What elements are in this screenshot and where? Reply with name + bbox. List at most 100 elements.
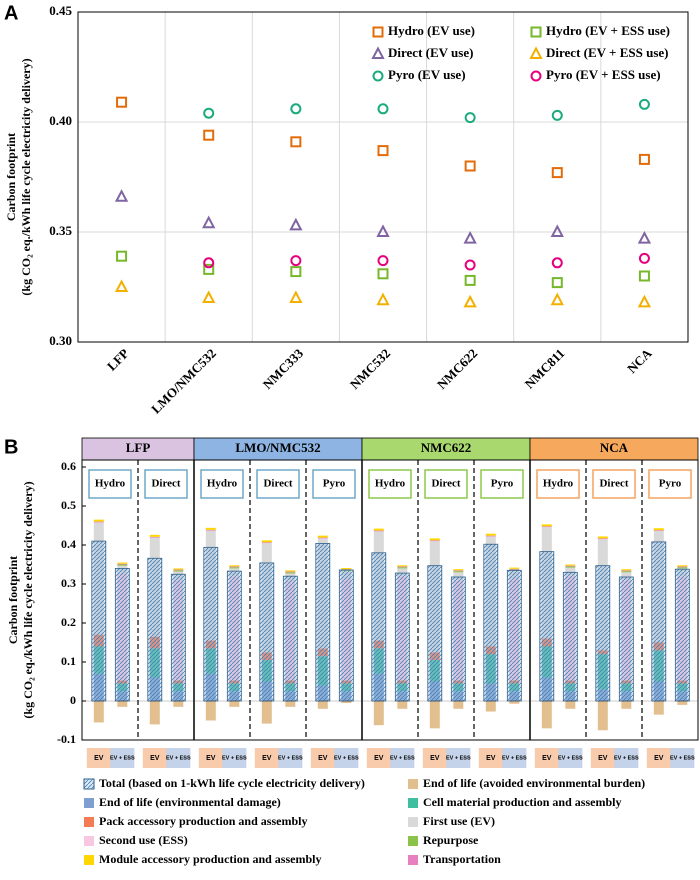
marker — [290, 103, 302, 115]
total-bar — [203, 546, 219, 702]
bar-segment — [453, 569, 464, 571]
y-axis-label: Carbon footprint — [6, 556, 20, 644]
legend-label: Direct (EV use) — [388, 45, 473, 60]
scenario-label: EV — [486, 755, 496, 762]
group-label: NCA — [600, 440, 629, 455]
bar-segment — [117, 701, 128, 707]
y-tick-label: -0.1 — [57, 732, 76, 746]
legend-swatch — [83, 778, 95, 790]
marker — [464, 274, 476, 286]
bar-segment — [509, 701, 520, 704]
y-tick-label: 0.35 — [49, 223, 72, 238]
group-label: LMO/NMC532 — [235, 440, 320, 455]
bar-segment — [285, 570, 296, 572]
scenario-label: EV — [598, 755, 608, 762]
total-bar — [450, 576, 466, 702]
total-bar — [394, 572, 410, 702]
bar-segment — [621, 572, 632, 581]
bar-segment — [597, 538, 608, 540]
bar-segment — [453, 701, 464, 709]
scenario-box — [534, 748, 559, 768]
total-bar — [338, 569, 354, 702]
y-tick-label: 0.3 — [61, 576, 76, 590]
bar-segment — [677, 565, 688, 567]
total-bar — [539, 551, 555, 702]
bar-segment — [93, 701, 104, 723]
panel-letter: A — [4, 2, 18, 24]
marker — [376, 292, 390, 306]
marker — [203, 257, 215, 269]
bar-segment — [485, 701, 496, 712]
bar-segment — [397, 567, 408, 569]
legend-label: Hydro (EV use) — [388, 23, 475, 38]
method-label: Hydro — [207, 478, 238, 490]
marker — [551, 277, 563, 289]
total-bar — [674, 568, 690, 702]
method-box — [144, 469, 188, 499]
scenario-box — [422, 748, 447, 768]
bar-segment — [565, 567, 576, 576]
marker — [638, 252, 650, 264]
bar-segment — [229, 566, 240, 568]
method-label: Hydro — [543, 478, 574, 490]
plot-frame — [81, 459, 699, 741]
marker — [202, 290, 216, 303]
scenario-label: EV — [94, 755, 104, 762]
x-tick-label: NCA — [624, 345, 655, 376]
method-label: Direct — [263, 478, 292, 490]
marker — [530, 26, 542, 38]
total-bar — [427, 565, 443, 702]
bar-segment — [173, 701, 184, 707]
bar-segment — [541, 524, 552, 527]
bar-segment — [565, 701, 576, 709]
marker — [377, 268, 389, 280]
legend-swatch — [408, 836, 418, 846]
y-tick-label: 0.4 — [61, 537, 76, 551]
scenario-box — [558, 748, 583, 768]
legend-swatch — [84, 817, 94, 827]
scenario-label: EV + ESS — [558, 755, 583, 761]
bar-segment — [317, 537, 328, 539]
bar-segment — [317, 701, 328, 709]
legend-label: Pyro (EV use) — [388, 67, 466, 82]
bar-segment — [677, 567, 688, 569]
marker — [289, 217, 303, 231]
y-tick-label: 0.1 — [61, 654, 76, 668]
marker — [377, 103, 389, 115]
marker — [203, 107, 215, 119]
total-bar — [506, 569, 522, 702]
marker — [529, 46, 543, 59]
bar-segment — [565, 564, 576, 566]
scenario-label: EV — [542, 755, 552, 762]
total-bar — [595, 565, 611, 702]
marker — [638, 270, 650, 282]
bar-segment — [117, 563, 128, 565]
bar-segment — [117, 562, 128, 564]
bar-segment — [117, 564, 128, 566]
marker — [202, 215, 216, 229]
bar-segment — [149, 536, 160, 538]
marker — [114, 189, 129, 202]
bar-segment — [453, 572, 464, 581]
bar-segment — [677, 701, 688, 705]
method-box — [88, 469, 132, 499]
bar-segment — [397, 566, 408, 568]
y-tick-label: 0.5 — [61, 498, 76, 512]
scenario-label: EV — [150, 755, 160, 762]
marker — [116, 96, 128, 108]
legend-swatch — [84, 798, 94, 808]
bar-segment — [285, 571, 296, 573]
total-bar — [147, 557, 163, 702]
method-label: Hydro — [95, 478, 126, 490]
y-tick-label: 0.30 — [49, 333, 72, 348]
method-box — [592, 469, 636, 499]
bar-segment — [173, 568, 184, 570]
bar-segment — [485, 533, 496, 536]
marker — [116, 250, 128, 262]
method-box — [312, 469, 356, 499]
marker — [530, 70, 542, 82]
scenario-box — [254, 748, 279, 768]
legend-label: End of life (avoided environmental burde… — [423, 776, 645, 790]
legend-label: Cell material production and assembly — [423, 795, 621, 809]
